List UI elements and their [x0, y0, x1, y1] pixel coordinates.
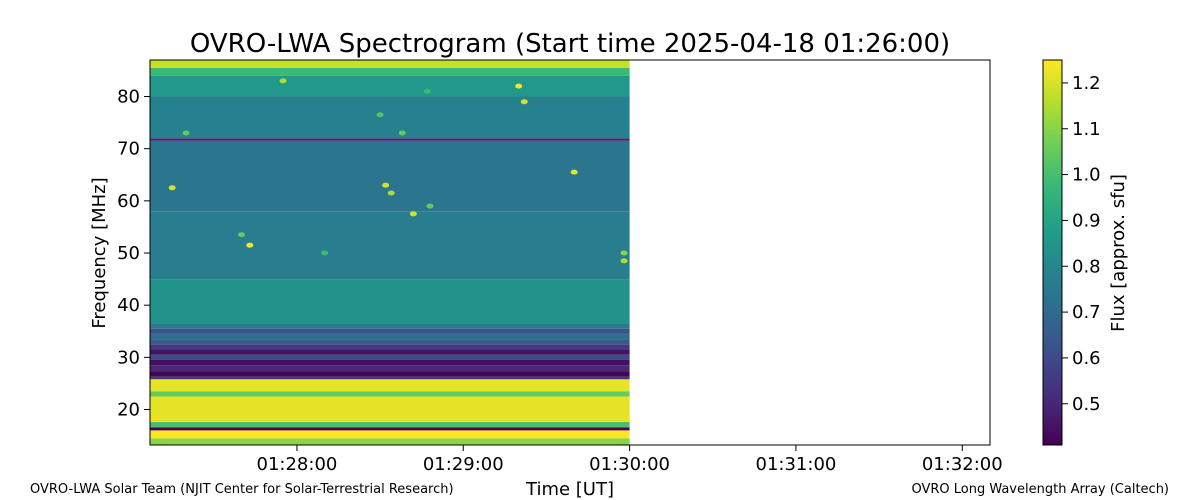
spectrogram-band-8: [150, 371, 630, 377]
spectrogram-band-25: [150, 60, 630, 68]
colorbar-tick-label: 0.9: [1072, 210, 1101, 231]
burst-4: [279, 78, 287, 84]
y-tick-label: 60: [117, 191, 140, 212]
chart-title: OVRO-LWA Spectrogram (Start time 2025-04…: [190, 29, 950, 59]
spectrogram-band-7: [150, 376, 630, 380]
spectrogram-band-6: [150, 379, 630, 392]
burst-14: [620, 258, 628, 264]
y-tick-label: 40: [117, 295, 140, 316]
colorbar-label: Flux [approx. sfu]: [1108, 174, 1129, 332]
burst-10: [426, 203, 434, 209]
x-tick-label: 01:28:00: [257, 454, 338, 475]
burst-11: [515, 83, 523, 89]
burst-16: [423, 88, 431, 94]
spectrogram-band-22: [150, 96, 630, 139]
y-tick-label: 20: [117, 400, 140, 421]
plot-frame: [149, 59, 991, 446]
colorbar-tick-label: 0.8: [1072, 256, 1101, 277]
x-tick-label: 01:30:00: [589, 454, 670, 475]
y-tick-label: 30: [117, 347, 140, 368]
y-axis-label: Frequency [MHz]: [89, 177, 110, 328]
colorbar-tick-label: 1.1: [1072, 119, 1101, 140]
spectrogram-band-21: [150, 138, 630, 141]
colorbar-tick-label: 0.7: [1072, 302, 1101, 323]
colorbar-tick-label: 1.0: [1072, 165, 1101, 186]
y-axis: 20 30 40 50 60 70 80: [117, 87, 150, 421]
plot-area: [149, 59, 991, 446]
spectrogram-band-4: [150, 396, 630, 423]
spectrogram-band-11: [150, 354, 630, 360]
spectrogram-band-24: [150, 67, 630, 76]
spectrogram-band-19: [150, 211, 630, 280]
spectrogram-band-12: [150, 349, 630, 355]
colorbar-tick-label: 0.6: [1072, 348, 1101, 369]
burst-15: [620, 250, 628, 256]
x-axis: 01:28:00 01:29:00 01:30:00 01:31:00 01:32:00: [257, 445, 1003, 475]
spectrogram-band-9: [150, 365, 630, 372]
colorbar: 0.5 0.6 0.7 0.8 0.9 1.0 1.1 1.2: [1042, 59, 1101, 446]
burst-0: [168, 185, 176, 191]
spectrogram-band-13: [150, 344, 630, 350]
spectrogram-band-17: [150, 323, 630, 329]
colorbar-tick-label: 1.2: [1072, 73, 1101, 94]
y-tick-label: 50: [117, 243, 140, 264]
spectrogram-band-1: [150, 430, 630, 439]
x-axis-label: Time [UT]: [525, 479, 614, 500]
spectrogram-band-10: [150, 359, 630, 366]
burst-13: [570, 169, 578, 175]
spectrogram-band-16: [150, 328, 630, 334]
spectrogram-band-5: [150, 391, 630, 397]
burst-8: [398, 130, 406, 136]
burst-1: [182, 130, 190, 136]
spectrogram-band-15: [150, 333, 630, 340]
x-tick-label: 01:29:00: [423, 454, 504, 475]
y-tick-label: 80: [117, 87, 140, 108]
spectrogram-band-0: [150, 438, 630, 445]
spectrogram-band-23: [150, 75, 630, 97]
x-tick-label: 01:31:00: [756, 454, 837, 475]
burst-7: [387, 190, 395, 196]
burst-2: [237, 232, 245, 238]
burst-6: [382, 182, 390, 188]
burst-17: [321, 250, 329, 256]
spectrogram-band-3: [150, 422, 630, 428]
burst-3: [246, 242, 254, 248]
spectrogram-band-2: [150, 427, 630, 431]
colorbar-tick-label: 0.5: [1072, 394, 1101, 415]
credit-right: OVRO Long Wavelength Array (Caltech): [911, 482, 1169, 497]
spectrogram-band-14: [150, 339, 630, 345]
burst-5: [376, 112, 384, 118]
credit-left: OVRO-LWA Solar Team (NJIT Center for Sol…: [30, 482, 454, 497]
spectrogram-band-20: [150, 140, 630, 212]
burst-12: [520, 99, 528, 105]
spectrogram-band-18: [150, 279, 630, 324]
burst-9: [409, 211, 417, 217]
y-tick-label: 70: [117, 139, 140, 160]
colorbar-gradient: [1042, 59, 1063, 446]
x-tick-label: 01:32:00: [922, 454, 1003, 475]
